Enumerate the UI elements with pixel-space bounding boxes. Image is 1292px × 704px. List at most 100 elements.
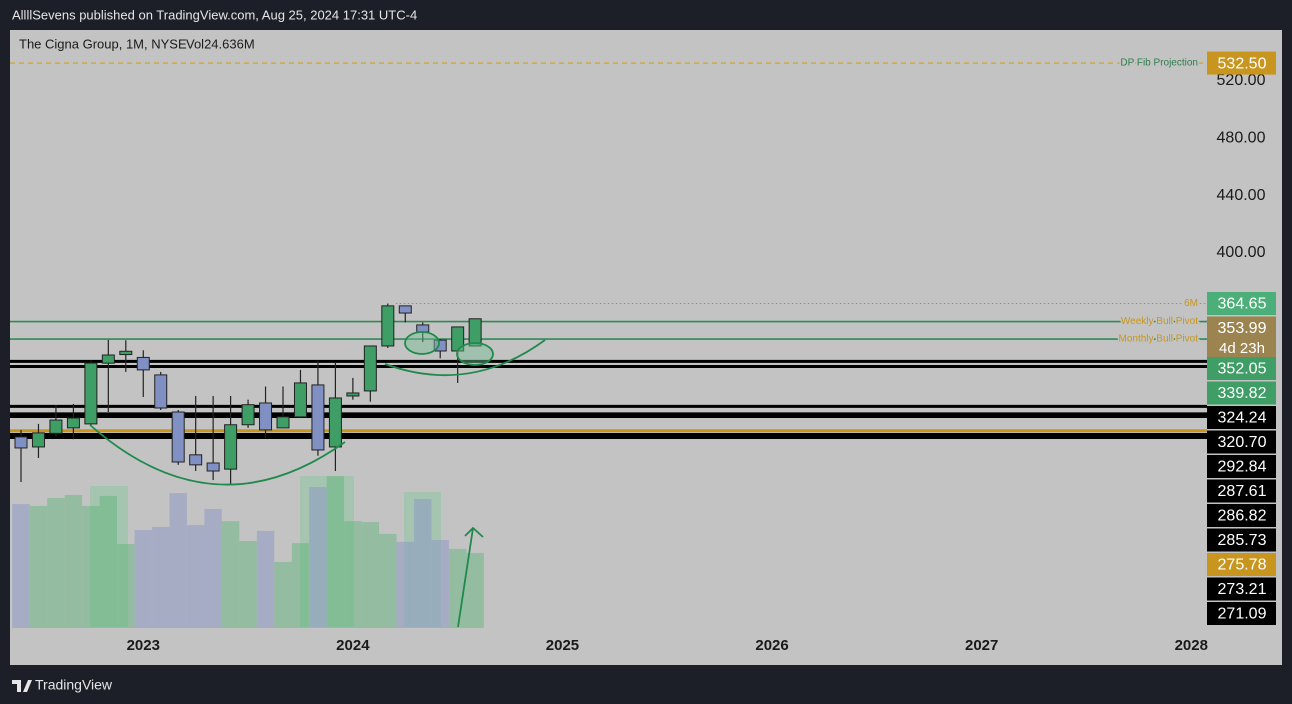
y-tick-label: 400.00 — [1217, 244, 1266, 261]
price-box-label: 292.84 — [1218, 459, 1267, 476]
price-box — [1207, 316, 1276, 340]
candle-body — [241, 404, 255, 426]
price-box-label: 286.82 — [1218, 508, 1267, 525]
volume-bar — [64, 494, 83, 628]
axes: 2023 2024 2025 2026 2027 2028 400.00 440.00 480.… — [127, 51, 1276, 654]
y-tick-label: 440.00 — [1217, 187, 1266, 204]
price-box-label: 320.70 — [1218, 434, 1267, 451]
volume-bar — [291, 543, 310, 628]
volume-bar — [466, 553, 484, 628]
price-box — [1207, 577, 1276, 601]
level-lines — [10, 62, 1207, 440]
volume-bar — [239, 540, 257, 628]
price-box-label: 271.09 — [1218, 606, 1267, 623]
y-tick-label: 480.00 — [1217, 130, 1266, 147]
volume-bar — [379, 533, 397, 628]
level-text: DP Fib Projection — [1120, 58, 1198, 69]
volume-bar — [256, 530, 275, 628]
logo-icon — [12, 680, 32, 692]
price-box-label: 353.99 — [1218, 320, 1267, 337]
candle-body — [154, 374, 168, 409]
highlight-ellipse — [456, 342, 494, 366]
published-line: AllllSevens published on TradingView.com… — [12, 7, 417, 22]
countdown-box — [1207, 339, 1276, 358]
price-box-label: 275.78 — [1218, 557, 1267, 574]
candle-body — [49, 419, 63, 434]
x-tick-label: 2023 — [127, 637, 160, 654]
symbol-legend: The Cigna Group, 1M, NYSE — [19, 36, 187, 51]
volume-bar — [414, 498, 432, 628]
candle-body — [189, 454, 203, 466]
candle-body — [31, 432, 45, 448]
cup-curve — [89, 424, 346, 486]
price-box — [1207, 455, 1276, 479]
candle-body — [433, 339, 447, 352]
candle-body — [468, 318, 482, 347]
volume-bar — [169, 493, 187, 628]
price-box — [1207, 602, 1276, 626]
volume-bar — [448, 548, 467, 628]
candle-body — [206, 462, 220, 472]
price-box-label: 364.65 — [1218, 296, 1267, 313]
volume-bar — [12, 504, 30, 628]
x-tick-label: 2026 — [755, 637, 788, 654]
volume-bar — [99, 495, 118, 628]
volume-bar — [344, 521, 362, 628]
price-box-label: 532.50 — [1218, 55, 1267, 72]
candle-body — [136, 356, 150, 371]
volume-legend: Vol24.636M — [186, 36, 255, 51]
price-box — [1207, 479, 1276, 503]
highlight-box — [90, 486, 128, 627]
volume-layer — [12, 476, 484, 628]
price-box-label: 287.61 — [1218, 483, 1267, 500]
x-tick-label: 2024 — [336, 637, 370, 654]
cup-curve — [384, 339, 546, 377]
candle-body — [346, 392, 360, 397]
volume-bar — [117, 543, 135, 628]
x-tick-label: 2027 — [965, 637, 998, 654]
volume-bar — [186, 525, 205, 628]
price-box — [1207, 553, 1276, 577]
price-box — [1207, 430, 1276, 454]
candle-body — [171, 411, 185, 463]
price-box — [1207, 357, 1276, 381]
candle-body — [293, 382, 307, 418]
volume-bar — [221, 521, 240, 628]
price-box — [1207, 381, 1276, 405]
candle-body — [363, 345, 377, 392]
candle-body — [224, 424, 238, 470]
price-box-label: 273.21 — [1218, 581, 1267, 598]
drawings — [89, 331, 546, 628]
price-box-label: 339.82 — [1218, 385, 1267, 402]
candle-body — [398, 305, 412, 314]
candles — [14, 303, 482, 485]
footer-brand: TradingView — [35, 677, 113, 693]
volume-bar — [82, 505, 100, 628]
volume-bar — [47, 498, 65, 628]
candle-body — [328, 397, 342, 448]
candle-body — [381, 305, 395, 347]
candle-body — [84, 362, 98, 425]
volume-bar — [361, 522, 380, 628]
volume-bar — [396, 541, 414, 628]
price-box — [1207, 528, 1276, 552]
candle-body — [66, 417, 80, 429]
volume-bar — [152, 526, 170, 628]
level-text: 6M — [1184, 298, 1198, 309]
volume-bar — [274, 561, 292, 628]
price-box-label: 352.05 — [1218, 361, 1267, 378]
price-box — [1207, 292, 1276, 316]
volume-bar — [431, 540, 449, 628]
volume-bar — [204, 508, 222, 628]
candle-body — [101, 354, 115, 364]
candle-body — [119, 350, 133, 356]
volume-bar — [326, 476, 345, 628]
volume-bar — [29, 505, 48, 628]
arrow — [457, 526, 484, 628]
level-text: Weekly Bull Pivot — [1121, 316, 1198, 327]
volume-bar — [309, 487, 327, 628]
x-tick-label: 2028 — [1175, 637, 1208, 654]
price-box — [1207, 406, 1276, 430]
